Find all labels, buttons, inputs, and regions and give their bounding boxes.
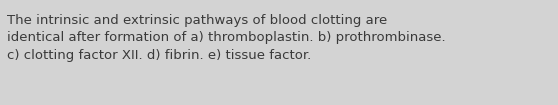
Text: The intrinsic and extrinsic pathways of blood clotting are
identical after forma: The intrinsic and extrinsic pathways of …	[7, 14, 446, 62]
